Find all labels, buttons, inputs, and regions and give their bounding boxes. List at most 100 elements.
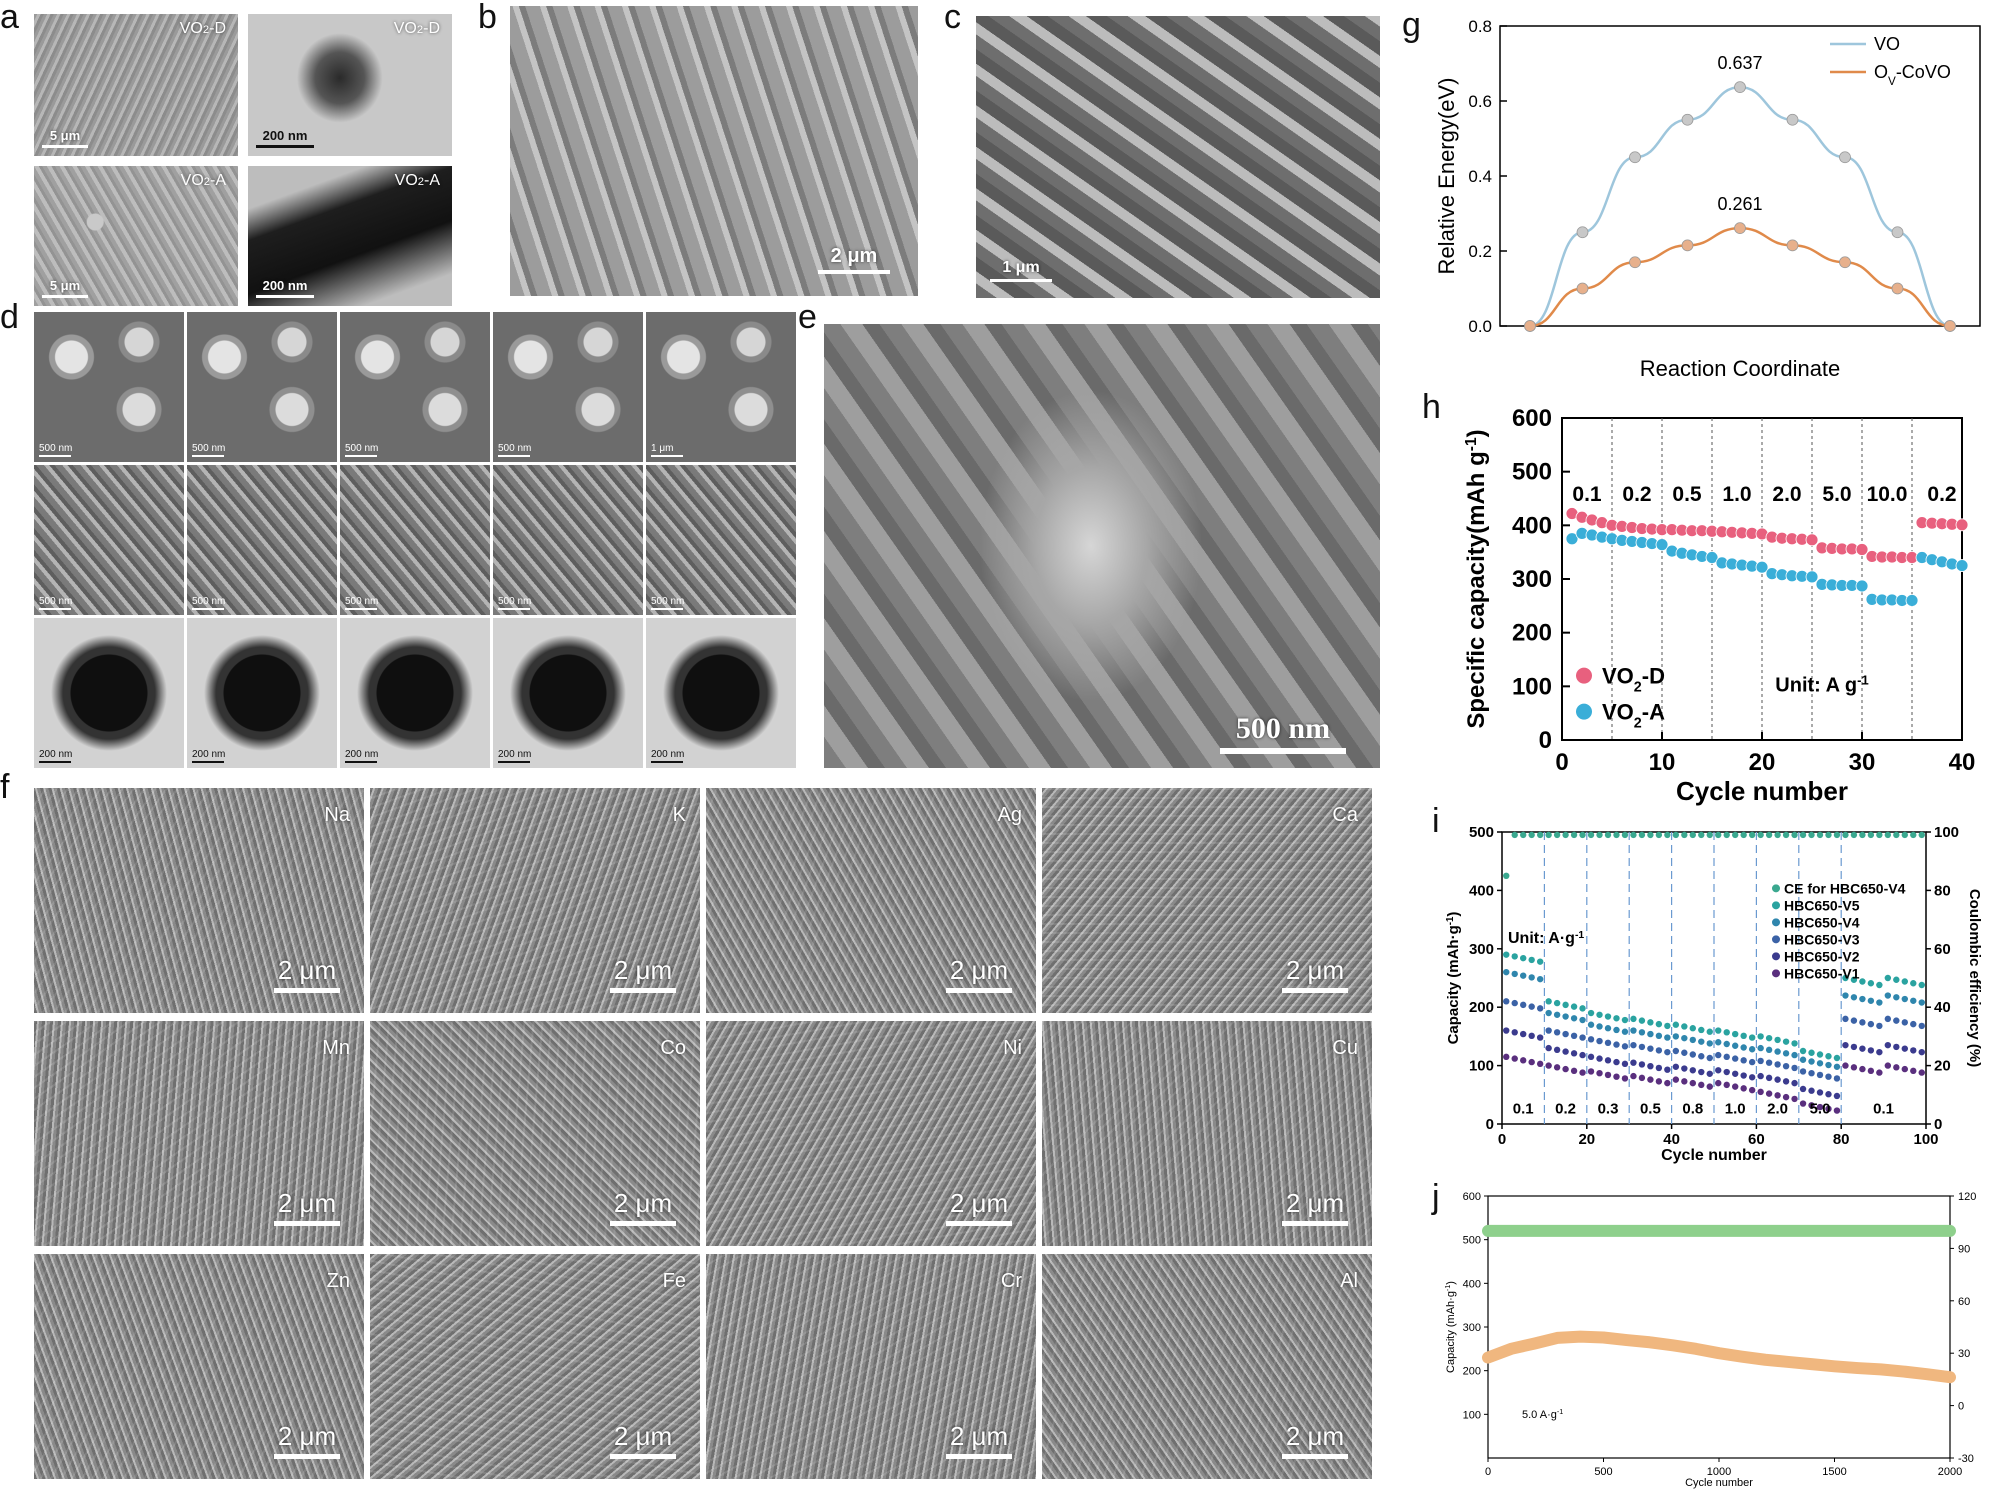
- text-part: ): [1463, 429, 1490, 437]
- data-point: [1839, 256, 1851, 269]
- scale-label: 500 nm: [192, 443, 226, 454]
- texture-overlay: [34, 1021, 364, 1246]
- scale-label: 2 μm: [277, 1188, 337, 1218]
- sem-grid-d: 500 nm 500 nm 500 nm 500 nm 1 μm 500 nm 500 nm…: [34, 312, 796, 772]
- data-point: [1672, 1076, 1680, 1083]
- text-part: O: [1874, 62, 1888, 82]
- data-point: [1689, 831, 1696, 839]
- data-point: [1630, 831, 1637, 839]
- data-point: [1782, 831, 1790, 839]
- texture-overlay: [370, 1021, 700, 1246]
- data-point: [1553, 831, 1561, 839]
- data-point: [1672, 1047, 1680, 1055]
- chart-g: 0.0 0.2 0.4 0.6 0.8 Reaction Coordinate Relati…: [1434, 17, 1981, 381]
- data-point: [1884, 974, 1892, 982]
- x-tick-label: 2000: [1938, 1466, 1962, 1478]
- data-point: [1715, 1039, 1722, 1046]
- y-tick-label: 0.8: [1468, 17, 1492, 36]
- data-point: [1536, 831, 1544, 839]
- data-point: [1755, 560, 1769, 574]
- data-point: [1774, 1048, 1781, 1055]
- data-point: [1850, 1043, 1858, 1051]
- panel-letter-f: f: [0, 768, 10, 806]
- data-point: [1705, 551, 1719, 564]
- text-part: 5.0 A·g: [1522, 1409, 1557, 1421]
- data-point: [1715, 1067, 1722, 1074]
- data-point: [1876, 1022, 1883, 1030]
- data-point: [1596, 1037, 1603, 1045]
- data-point: [1587, 1053, 1595, 1061]
- data-point: [1723, 1040, 1730, 1048]
- data-point: [1604, 831, 1612, 839]
- data-point: [1791, 831, 1798, 839]
- data-point: [1647, 1062, 1654, 1070]
- data-point: [1833, 1092, 1841, 1100]
- legend-label: VO2-D: [1602, 664, 1665, 696]
- legend-swatch: [1576, 667, 1592, 684]
- sem-tile-d: 500 nm: [646, 465, 796, 615]
- data-point: [1630, 1041, 1637, 1049]
- data-point: [1765, 1074, 1773, 1082]
- data-point: [1805, 533, 1819, 547]
- scale-label: 2 μm: [277, 955, 337, 985]
- data-point: [1859, 1045, 1866, 1052]
- scale-bar: 500 nm: [39, 596, 72, 610]
- data-point: [1884, 1015, 1892, 1023]
- data-point: [1893, 994, 1900, 1001]
- data-point: [1536, 1034, 1544, 1041]
- data-point: [1536, 975, 1544, 983]
- data-point: [1706, 1070, 1713, 1077]
- data-point: [1732, 1055, 1739, 1062]
- element-label: Cr: [1000, 1270, 1022, 1292]
- data-point: [1833, 1054, 1841, 1062]
- data-point: [1698, 1038, 1705, 1045]
- data-point: [1587, 1021, 1595, 1028]
- scale-line: [345, 455, 377, 457]
- data-point: [1520, 1030, 1527, 1038]
- y-tick-label-right: 90: [1958, 1243, 1970, 1255]
- scale-bar: 2 μm: [274, 1421, 340, 1459]
- scale-label: 200 nm: [192, 749, 226, 760]
- data-label: 0.261: [1717, 194, 1762, 214]
- text-sub: V: [1888, 75, 1896, 88]
- data-point: [1647, 1076, 1654, 1083]
- scale-label: 500 nm: [345, 443, 379, 454]
- data-point: [1740, 1044, 1747, 1051]
- data-point: [1706, 1028, 1713, 1035]
- scale-line: [610, 988, 676, 993]
- data-point: [1732, 1083, 1739, 1090]
- y-tick-label: 100: [1469, 1058, 1494, 1075]
- data-point: [1808, 1069, 1815, 1077]
- data-point: [1511, 1055, 1518, 1062]
- series-line: [1529, 226, 1951, 328]
- data-point: [1850, 1017, 1858, 1024]
- data-point: [1867, 980, 1875, 987]
- data-point: [1647, 1045, 1654, 1052]
- scale-bar: 500 nm: [1220, 712, 1346, 754]
- data-point: [1876, 1069, 1883, 1076]
- sem-label: VO2-D: [179, 20, 226, 37]
- data-point: [1808, 1058, 1815, 1065]
- data-point: [1901, 995, 1908, 1003]
- data-point: [1842, 1041, 1849, 1049]
- scale-label: 2 μm: [277, 1421, 337, 1451]
- data-point: [1918, 1048, 1925, 1056]
- data-point: [1884, 831, 1892, 839]
- data-point: [1672, 1033, 1680, 1040]
- data-point: [1579, 1016, 1586, 1024]
- data-point: [1955, 559, 1969, 572]
- data-point: [1613, 1026, 1620, 1034]
- legend-swatch: [1772, 969, 1780, 978]
- text-sup: -1: [1463, 437, 1480, 451]
- sem-label: VO2-D: [393, 20, 440, 37]
- legend-swatch: [1576, 703, 1592, 720]
- data-point: [1955, 518, 1969, 532]
- rate-label: 0.3: [1598, 1100, 1619, 1117]
- data-point: [1621, 1075, 1629, 1082]
- data-point: [1655, 1032, 1663, 1040]
- data-point: [1698, 1068, 1705, 1076]
- text-part: Specific capacity(mAh g: [1463, 451, 1490, 728]
- data-point: [1774, 1061, 1781, 1068]
- data-point: [1734, 81, 1746, 94]
- data-point: [1664, 1066, 1671, 1073]
